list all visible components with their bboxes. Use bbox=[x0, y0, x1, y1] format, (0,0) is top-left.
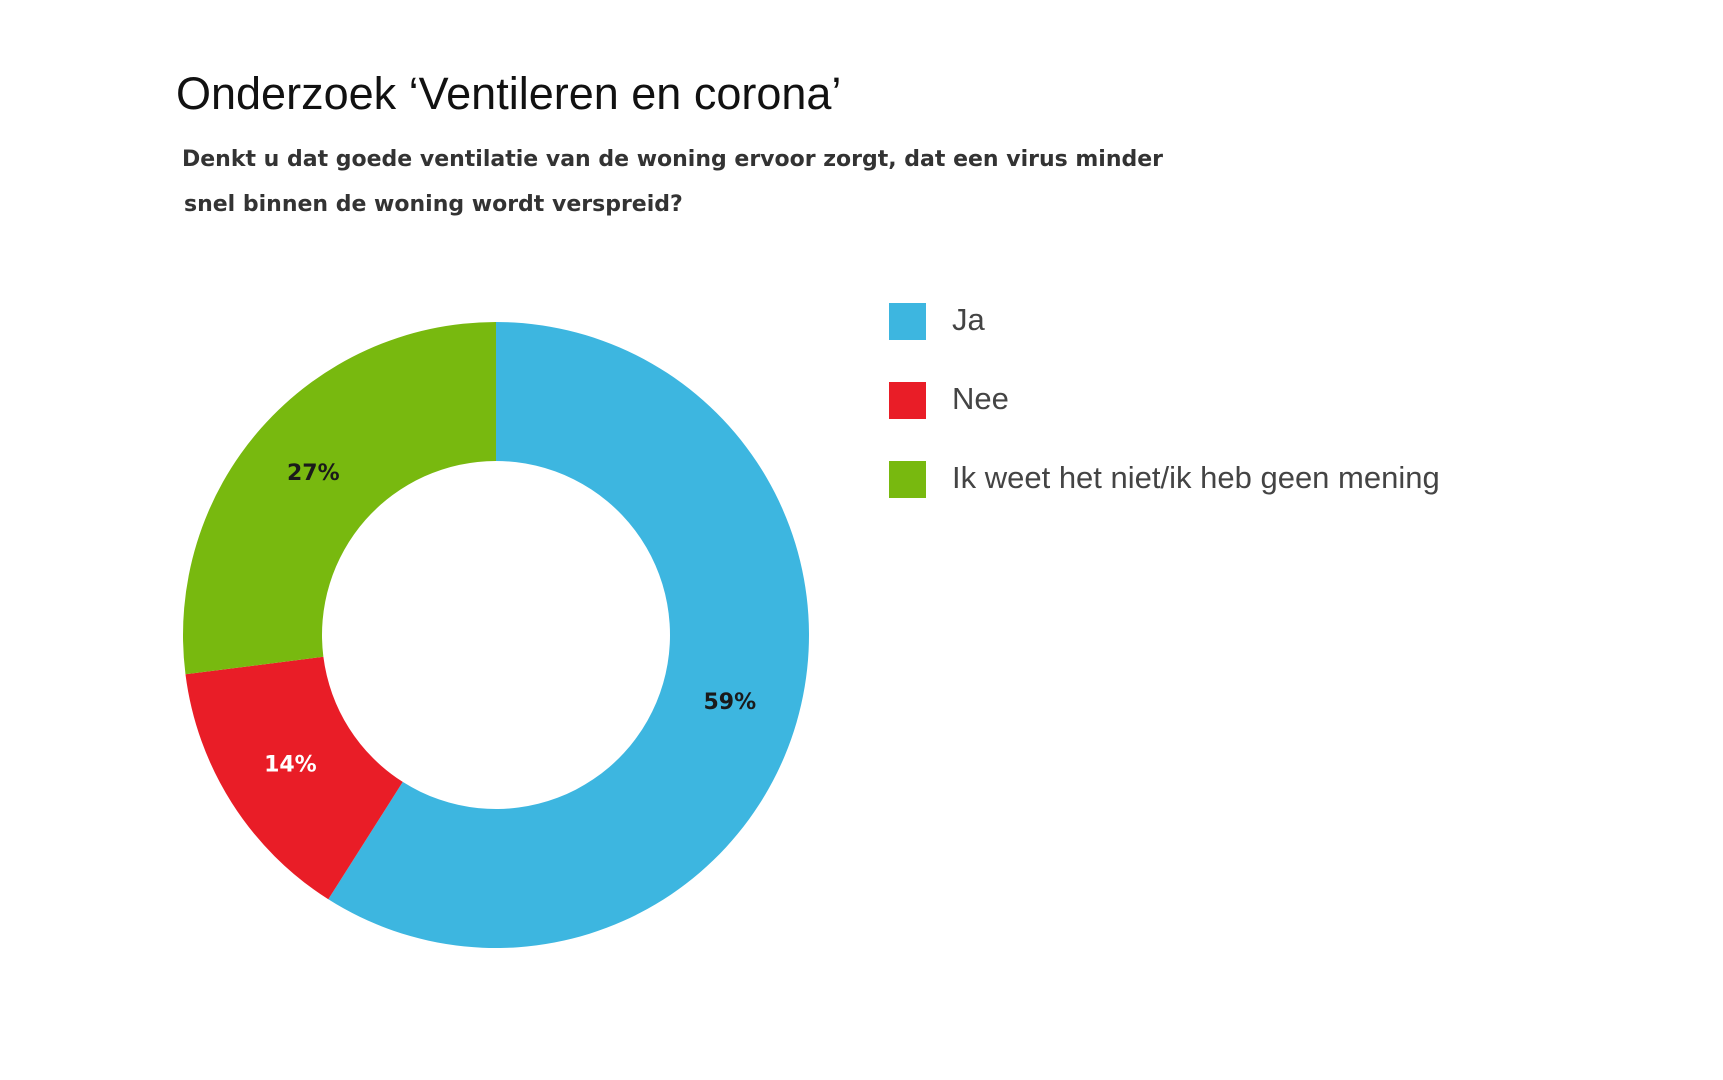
chart-title: Onderzoek ‘Ventileren en corona’ bbox=[176, 68, 841, 119]
legend-swatch bbox=[889, 303, 926, 340]
value-label: 59% bbox=[703, 690, 756, 715]
legend-label: Ja bbox=[952, 302, 986, 337]
value-label: 14% bbox=[264, 752, 317, 777]
legend-label: Nee bbox=[952, 381, 1009, 416]
donut-slice bbox=[328, 322, 809, 948]
legend-swatch bbox=[889, 382, 926, 419]
legend-label: Ik weet het niet/ik heb geen mening bbox=[952, 460, 1440, 495]
legend-swatch bbox=[889, 461, 926, 498]
donut-slice bbox=[185, 656, 403, 900]
chart-subtitle: Denkt u dat goede ventilatie van de woni… bbox=[182, 147, 1163, 172]
chart-subtitle: snel binnen de woning wordt verspreid? bbox=[184, 192, 683, 217]
value-label: 27% bbox=[287, 461, 340, 486]
donut-slice bbox=[183, 322, 496, 675]
